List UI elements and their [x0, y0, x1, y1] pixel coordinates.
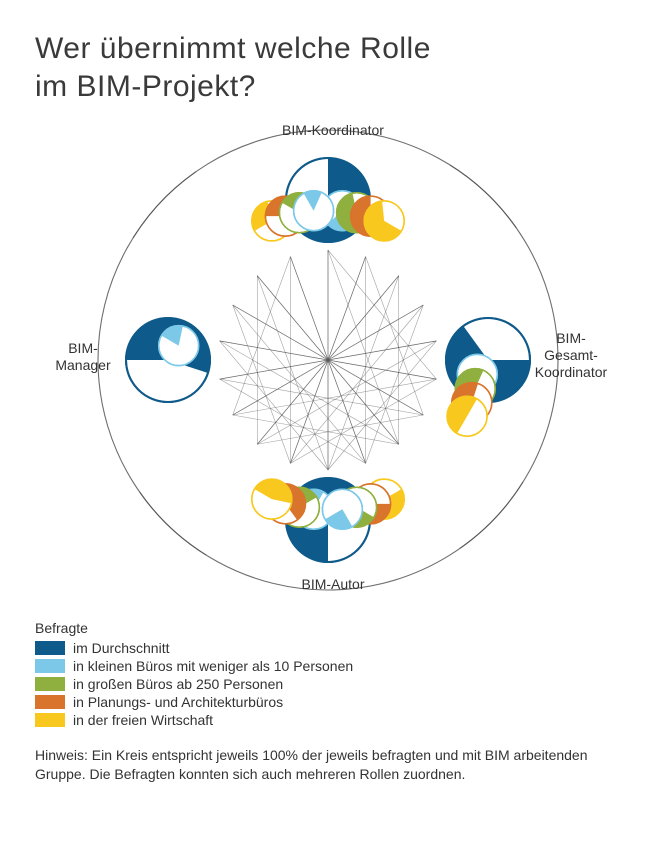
legend-label: in kleinen Büros mit weniger als 10 Pers… [73, 658, 353, 674]
role-label-gesamt: BIM-Gesamt-Koordinator [521, 330, 621, 380]
pie-autor-small [322, 489, 362, 529]
legend-label: in der freien Wirtschaft [73, 712, 213, 728]
legend-label: in Planungs- und Architekturbüros [73, 694, 283, 710]
chart-svg [43, 120, 603, 600]
pie-autor-freelance [252, 479, 292, 519]
legend-label: im Durchschnitt [73, 640, 169, 656]
radial-pie-chart: BIM-KoordinatorBIM-Gesamt-KoordinatorBIM… [43, 120, 603, 600]
title-line-1: Wer übernimmt welche Rolle [35, 32, 431, 65]
role-label-koordinator: BIM-Koordinator [263, 122, 403, 139]
legend-label: in großen Büros ab 250 Personen [73, 676, 283, 692]
pie-koordinator-freelance [364, 201, 404, 241]
legend-swatch [35, 659, 65, 673]
legend: Befragte im Durchschnitt in kleinen Büros… [35, 620, 611, 728]
legend-row: im Durchschnitt [35, 640, 611, 656]
page-title: Wer übernimmt welche Rolle im BIM-Projek… [35, 30, 611, 105]
legend-title: Befragte [35, 620, 611, 636]
legend-row: in Planungs- und Architekturbüros [35, 694, 611, 710]
pie-manager-small [159, 326, 199, 366]
role-label-autor: BIM-Autor [283, 576, 383, 593]
legend-swatch [35, 677, 65, 691]
footnote: Hinweis: Ein Kreis entspricht jeweils 10… [35, 746, 611, 784]
pie-koordinator-small [294, 191, 334, 231]
inner-mesh [220, 250, 437, 470]
legend-swatch [35, 641, 65, 655]
legend-row: in großen Büros ab 250 Personen [35, 676, 611, 692]
role-label-manager: BIM-Manager [43, 340, 123, 374]
legend-row: in kleinen Büros mit weniger als 10 Pers… [35, 658, 611, 674]
legend-swatch [35, 713, 65, 727]
pie-gesamt-freelance [447, 396, 487, 436]
legend-row: in der freien Wirtschaft [35, 712, 611, 728]
title-line-2: im BIM-Projekt? [35, 70, 256, 103]
legend-swatch [35, 695, 65, 709]
